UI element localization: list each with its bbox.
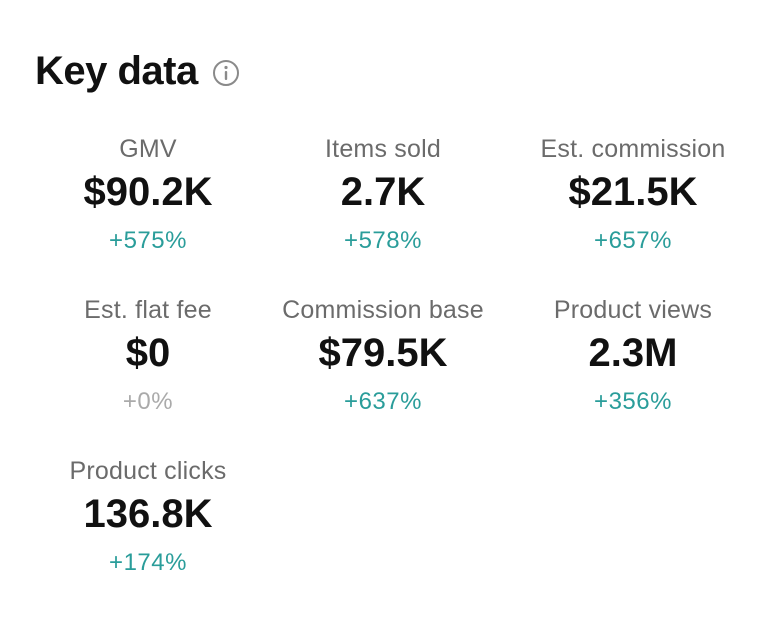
metric-label: GMV — [119, 135, 177, 163]
metric-change: +657% — [594, 227, 672, 254]
metric-label: Est. flat fee — [84, 296, 212, 324]
metric-est-flat-fee[interactable]: Est. flat fee $0 +0% — [38, 293, 258, 454]
metric-change: +356% — [594, 388, 672, 415]
metrics-grid: GMV $90.2K +575% Items sold 2.7K +578% E… — [38, 132, 758, 615]
panel-header: Key data — [35, 46, 240, 96]
metric-product-views[interactable]: Product views 2.3M +356% — [508, 293, 758, 454]
metric-commission-base[interactable]: Commission base $79.5K +637% — [258, 293, 508, 454]
metric-change: +578% — [344, 227, 422, 254]
info-icon[interactable] — [212, 59, 240, 87]
metric-gmv[interactable]: GMV $90.2K +575% — [38, 132, 258, 293]
panel-title: Key data — [35, 49, 198, 93]
metric-label: Items sold — [325, 135, 441, 163]
metric-change: +174% — [109, 549, 187, 576]
metric-change: +0% — [122, 388, 174, 415]
metric-change: +575% — [109, 227, 187, 254]
metric-value: $90.2K — [83, 170, 213, 214]
metric-items-sold[interactable]: Items sold 2.7K +578% — [258, 132, 508, 293]
metric-value: 136.8K — [83, 492, 213, 536]
metric-product-clicks[interactable]: Product clicks 136.8K +174% — [38, 454, 258, 615]
metric-change: +637% — [344, 388, 422, 415]
metric-value: $21.5K — [568, 170, 698, 214]
metric-label: Product views — [553, 296, 713, 324]
metric-est-commission[interactable]: Est. commission $21.5K +657% — [508, 132, 758, 293]
metric-label: Product clicks — [69, 457, 227, 485]
metric-value: $79.5K — [318, 331, 448, 375]
metric-value: 2.7K — [340, 170, 426, 214]
metric-label: Commission base — [282, 296, 484, 324]
metric-label: Est. commission — [540, 135, 726, 163]
metric-value: $0 — [125, 331, 171, 375]
metric-value: 2.3M — [588, 331, 678, 375]
